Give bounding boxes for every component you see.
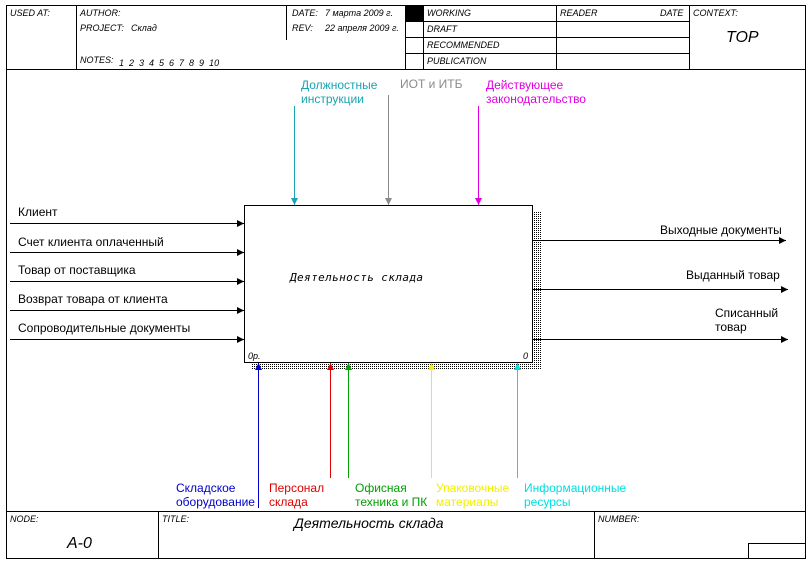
- mechanism-label-equipment: Складское оборудование: [176, 481, 255, 509]
- input-label-documents: Сопроводительные документы: [18, 321, 191, 335]
- notes-values: 1 2 3 4 5 6 7 8 9 10: [119, 58, 220, 68]
- output-label-written-off: Списанный товар: [715, 306, 779, 334]
- mechanism-label-office: Офисная техника и ПК: [355, 481, 428, 509]
- used-at-label: USED AT:: [10, 8, 50, 18]
- activity-cost: 0р.: [248, 351, 261, 361]
- status-working: WORKING: [427, 8, 471, 18]
- project-label: PROJECT:: [80, 23, 124, 33]
- date-label: DATE:: [292, 8, 318, 18]
- activity-number: 0: [523, 351, 529, 361]
- control-label-safety: ИОТ и ИТБ: [400, 77, 463, 91]
- reader-date-label: DATE: [660, 8, 684, 18]
- output-label-documents: Выходные документы: [660, 223, 782, 237]
- diagram-title: Деятельность склада: [294, 515, 444, 531]
- status-publication: PUBLICATION: [427, 56, 487, 66]
- status-draft: DRAFT: [427, 24, 457, 34]
- input-label-returns: Возврат товара от клиента: [18, 292, 168, 306]
- node-label: NODE:: [10, 514, 39, 524]
- input-label-client: Клиент: [18, 205, 58, 219]
- mechanism-label-packaging: Упаковочные материалы: [436, 481, 510, 509]
- reader-label: READER: [560, 8, 598, 18]
- header-grid: [6, 5, 806, 70]
- notes-label: NOTES:: [80, 55, 114, 65]
- status-working-marker: [406, 6, 423, 21]
- title-label: TITLE:: [162, 514, 190, 524]
- control-label-instructions: Должностные инструкции: [301, 78, 378, 106]
- activity-shadow-bottom: [251, 362, 541, 369]
- context-label: CONTEXT:: [693, 8, 738, 18]
- input-label-supplier-goods: Товар от поставщика: [18, 263, 136, 277]
- mechanism-label-staff: Персонал склада: [269, 481, 325, 509]
- status-recommended: RECOMMENDED: [427, 40, 500, 50]
- activity-name: Деятельность склада: [290, 271, 424, 284]
- control-label-legislation: Действующее законодательство: [486, 78, 586, 106]
- rev-label: REV:: [292, 23, 313, 33]
- node-value: A-0: [67, 535, 92, 552]
- number-label: NUMBER:: [598, 514, 640, 524]
- activity-box[interactable]: [244, 205, 533, 363]
- rev-value: 22 апреля 2009 г.: [325, 23, 399, 33]
- activity-shadow-right: [532, 212, 541, 369]
- mechanism-label-info: Информационные ресурсы: [524, 481, 627, 509]
- project-value: Склад: [131, 23, 157, 33]
- context-value: TOP: [726, 29, 759, 46]
- input-label-invoice: Счет клиента оплаченный: [18, 235, 164, 249]
- date-value: 7 марта 2009 г.: [325, 8, 394, 18]
- output-label-issued-goods: Выданный товар: [686, 268, 780, 282]
- author-label: AUTHOR:: [80, 8, 121, 18]
- footer-grid: [6, 511, 806, 559]
